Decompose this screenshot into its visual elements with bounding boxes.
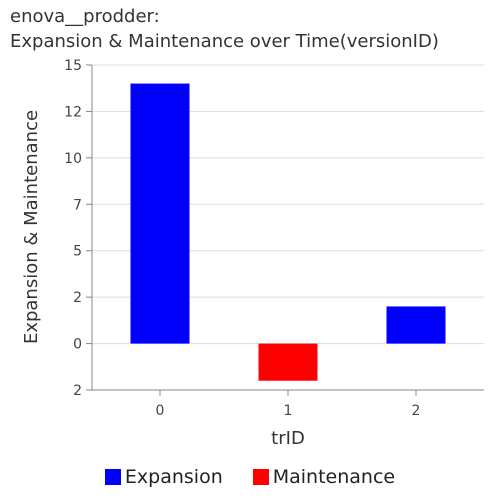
y-tick-label: 7 xyxy=(73,197,82,213)
legend-swatch xyxy=(104,469,121,485)
x-tick-label: 1 xyxy=(284,403,293,419)
y-tick-label: 2 xyxy=(73,290,82,306)
y-axis-title: Expansion & Maintenance xyxy=(21,110,42,344)
chart-title-line-1: enova__prodder: xyxy=(10,6,160,27)
x-tick-label: 2 xyxy=(412,403,421,419)
bar-maintenance-1 xyxy=(258,343,318,381)
legend-swatch xyxy=(252,469,269,485)
x-tick-label: 0 xyxy=(156,403,165,419)
legend: Expansion Maintenance xyxy=(0,463,500,491)
chart-title-line-2: Expansion & Maintenance over Time(versio… xyxy=(10,31,439,52)
y-tick-label: 0 xyxy=(73,337,82,353)
x-axis-ticks: 0 1 2 xyxy=(92,389,484,419)
y-tick-label: 12 xyxy=(64,104,82,120)
legend-label: Maintenance xyxy=(272,466,396,488)
bar-expansion-0 xyxy=(130,83,190,344)
bars xyxy=(130,83,446,381)
y-tick-label: 15 xyxy=(64,58,82,74)
y-tick-label: 5 xyxy=(73,244,82,260)
legend-label: Expansion xyxy=(124,466,223,488)
legend-item-expansion[interactable]: Expansion xyxy=(104,466,223,488)
y-tick-label: 10 xyxy=(64,151,82,167)
chart-title: enova__prodder: Expansion & Maintenance … xyxy=(10,4,439,54)
y-axis-ticks: 15 12 10 7 5 2 0 2 xyxy=(64,58,93,399)
legend-item-maintenance[interactable]: Maintenance xyxy=(252,466,396,488)
bar-expansion-2 xyxy=(386,306,446,344)
y-tick-label: 2 xyxy=(73,383,82,399)
x-axis-title: trID xyxy=(271,428,305,449)
